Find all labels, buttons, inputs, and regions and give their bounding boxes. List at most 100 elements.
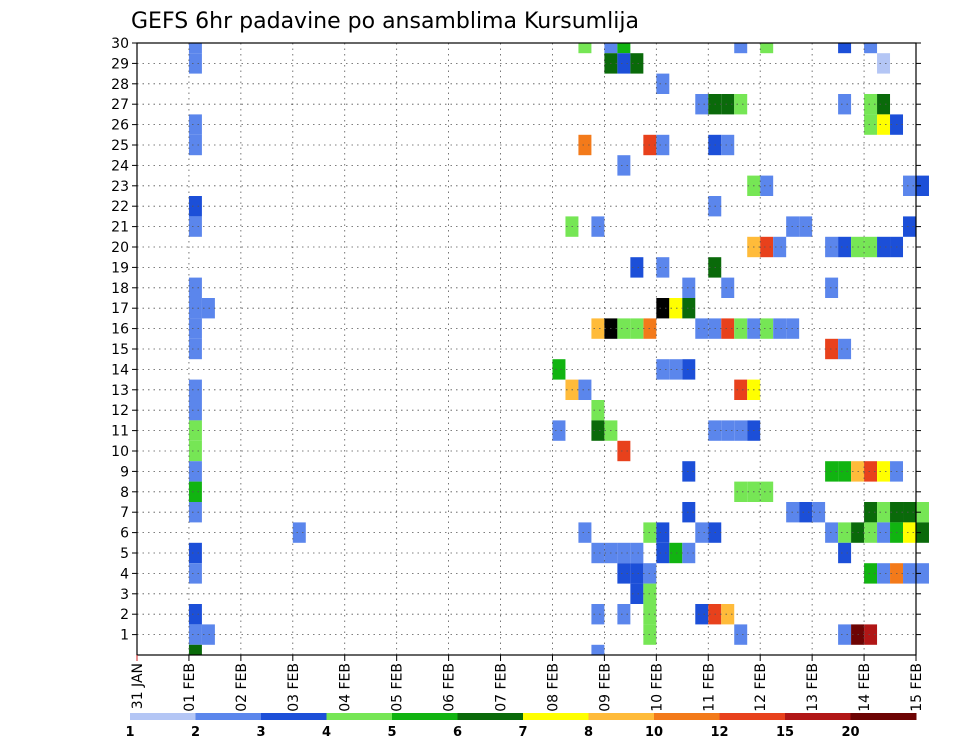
colorbar-tick-label: 2: [191, 725, 200, 740]
heatmap-cell: [903, 175, 916, 196]
colorbar-tick-label: 3: [256, 725, 265, 740]
heatmap-cell: [760, 481, 774, 502]
colorbar-swatch: [326, 713, 393, 720]
x-tick-label: 07 FEB: [494, 663, 510, 712]
y-tick-label: 6: [120, 526, 129, 542]
y-tick-label: 2: [120, 607, 129, 623]
heatmap-cell: [591, 542, 605, 564]
y-tick-label: 28: [111, 77, 129, 93]
heatmap-cell: [188, 196, 202, 217]
heatmap-cell: [188, 420, 202, 441]
heatmap-cell: [188, 502, 202, 523]
heatmap-cell: [188, 461, 202, 482]
colorbar-tick-label: 5: [387, 725, 396, 740]
heatmap-cell: [734, 318, 748, 339]
heatmap-cell: [604, 43, 618, 54]
x-tick-label: 08 FEB: [545, 663, 561, 712]
colorbar-swatch: [195, 713, 262, 720]
heatmap-cell: [838, 624, 852, 645]
colorbar-swatch: [654, 713, 720, 720]
heatmap-cell: [188, 338, 202, 360]
heatmap-cell: [188, 604, 202, 625]
x-tick-label: 03 FEB: [286, 663, 302, 712]
heatmap-cell: [188, 277, 202, 298]
heatmap-cell: [682, 502, 696, 523]
heatmap-cell: [552, 359, 566, 380]
heatmap-cell: [188, 216, 202, 237]
heatmap-cell: [669, 298, 683, 319]
heatmap-cell: [617, 604, 631, 625]
heatmap-cell: [877, 563, 891, 584]
heatmap-cell: [188, 440, 202, 462]
y-tick-label: 13: [111, 383, 129, 399]
heatmap-cell: [721, 604, 735, 625]
x-tick-label: 15 FEB: [909, 663, 925, 712]
y-tick-label: 10: [111, 444, 129, 460]
colorbar-swatch: [523, 713, 589, 720]
heatmap-cell: [916, 522, 929, 543]
heatmap-cell: [877, 53, 891, 74]
heatmap-cell: [292, 522, 306, 543]
heatmap-cell: [734, 379, 748, 400]
heatmap-cell: [188, 379, 202, 400]
y-tick-label: 11: [111, 424, 129, 440]
heatmap-cell: [773, 236, 787, 258]
heatmap-cell: [721, 318, 735, 339]
heatmap-cell: [630, 257, 644, 278]
y-tick-label: 12: [111, 403, 129, 419]
heatmap-cell: [617, 53, 631, 74]
heatmap-cell: [903, 522, 916, 543]
heatmap-cell: [877, 236, 891, 258]
y-tick-label: 5: [120, 546, 129, 562]
heatmap-cell: [188, 298, 202, 319]
x-tick-label: 09 FEB: [597, 663, 613, 712]
heatmap-cell: [630, 583, 644, 604]
colorbar-tick-label: 12: [710, 725, 728, 740]
heatmap-cell: [617, 542, 631, 564]
y-tick-label: 16: [111, 322, 129, 338]
y-tick-label: 1: [120, 628, 129, 644]
y-tick-label: 24: [111, 158, 129, 174]
heatmap-cell: [188, 318, 202, 339]
heatmap-cell: [188, 644, 202, 655]
heatmap-cell: [695, 604, 709, 625]
y-tick-label: 21: [111, 220, 129, 236]
heatmap-cell: [656, 73, 670, 94]
heatmap-cell: [682, 542, 696, 564]
heatmap-cell: [188, 481, 202, 502]
heatmap-cell: [656, 542, 670, 564]
heatmap-cell: [630, 318, 644, 339]
heatmap-cell: [656, 298, 670, 319]
colorbar-tick-label: 7: [518, 725, 527, 740]
heatmap-cell: [734, 420, 748, 441]
heatmap-cell: [682, 461, 696, 482]
y-tick-label: 19: [111, 260, 129, 276]
heatmap-cell: [838, 236, 852, 258]
heatmap-cell: [760, 175, 774, 196]
heatmap-cell: [188, 114, 202, 135]
heatmap-cell: [656, 359, 670, 380]
heatmap-cell: [669, 542, 683, 564]
heatmap-cell: [760, 236, 774, 258]
y-tick-label: 22: [111, 199, 129, 215]
heatmap-cell: [721, 94, 735, 115]
heatmap-cell: [188, 134, 202, 156]
heatmap-cell: [864, 94, 878, 115]
heatmap-cell: [591, 216, 605, 237]
y-tick-label: 15: [111, 342, 129, 358]
y-tick-label: 18: [111, 281, 129, 297]
y-tick-label: 20: [111, 240, 129, 256]
heatmap-cell: [916, 502, 929, 523]
heatmap-cell: [903, 563, 916, 584]
heatmap-cell: [825, 338, 839, 360]
y-axis-ticks: 1234567891011121314151617181920212223242…: [111, 36, 921, 644]
heatmap-cell: [864, 563, 878, 584]
heatmap-cell: [695, 522, 709, 543]
heatmap-cell: [864, 114, 878, 135]
heatmap-cell: [916, 175, 929, 196]
heatmap-cell: [578, 522, 592, 543]
heatmap-cell: [695, 318, 709, 339]
heatmap-cell: [864, 522, 878, 543]
heatmap-cell: [591, 604, 605, 625]
